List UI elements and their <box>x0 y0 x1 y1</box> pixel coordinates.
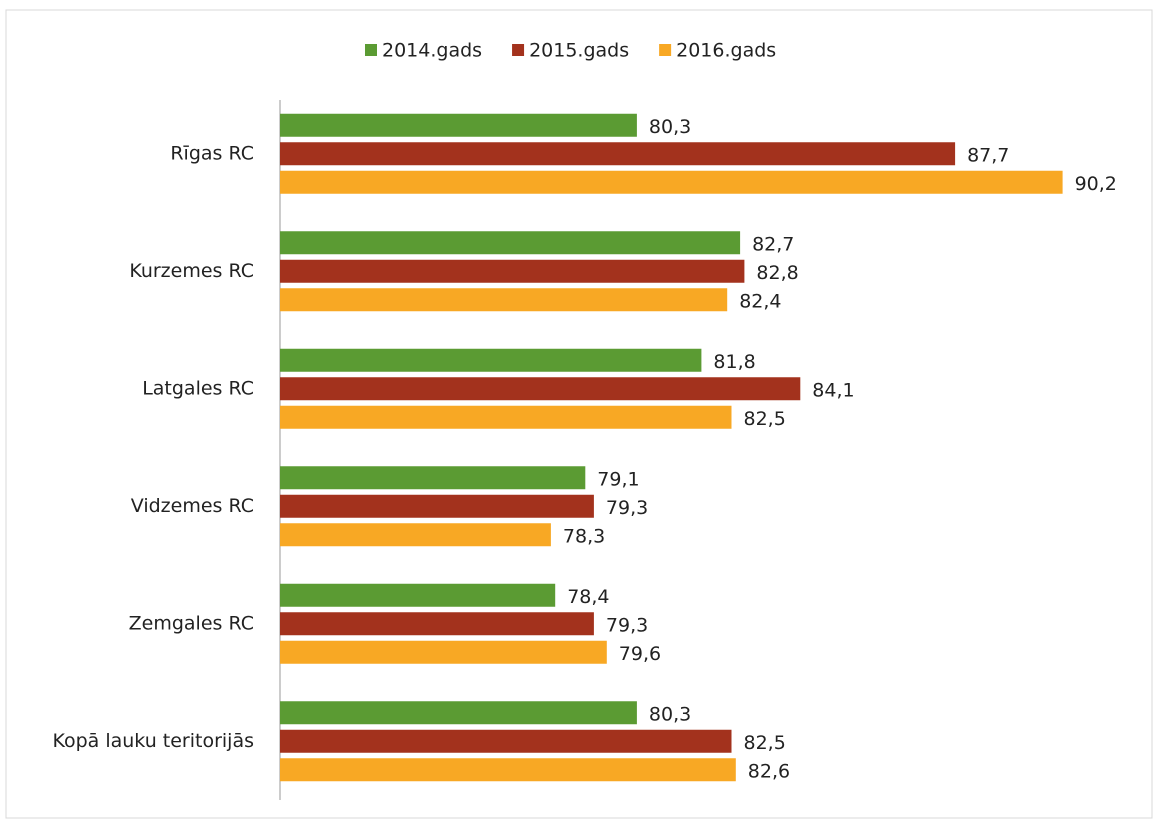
bar <box>280 348 702 372</box>
value-label: 82,5 <box>744 732 786 754</box>
category-label: Zemgales RC <box>129 612 254 634</box>
value-label: 82,8 <box>756 262 798 284</box>
bar <box>280 758 736 782</box>
bar <box>280 288 728 312</box>
value-label: 82,6 <box>748 760 790 782</box>
bar <box>280 405 732 429</box>
legend-swatch <box>365 44 377 56</box>
bar <box>280 113 637 137</box>
value-label: 79,6 <box>619 643 661 665</box>
value-label: 82,7 <box>752 233 794 255</box>
bar <box>280 729 732 753</box>
bar <box>280 494 594 518</box>
bar <box>280 612 594 636</box>
bar <box>280 142 956 166</box>
category-label: Vidzemes RC <box>131 495 254 517</box>
bar <box>280 170 1063 194</box>
value-label: 82,4 <box>739 290 781 312</box>
value-label: 90,2 <box>1075 173 1117 195</box>
value-label: 80,3 <box>649 703 691 725</box>
value-label: 78,4 <box>567 586 609 608</box>
category-label: Kopā lauku teritorijās <box>52 730 254 752</box>
bar <box>280 231 741 255</box>
value-label: 80,3 <box>649 116 691 138</box>
value-label: 81,8 <box>713 351 755 373</box>
category-label: Kurzemes RC <box>129 260 254 282</box>
category-label: Rīgas RC <box>170 142 254 164</box>
legend-label: 2014.gads <box>382 40 482 62</box>
legend-swatch <box>512 44 525 56</box>
value-label: 87,7 <box>967 144 1009 166</box>
bar <box>280 523 551 547</box>
value-label: 78,3 <box>563 525 605 547</box>
value-label: 79,3 <box>606 497 648 519</box>
bar <box>280 259 745 283</box>
bar <box>280 377 801 401</box>
legend-label: 2016.gads <box>676 40 776 62</box>
legend-label: 2015.gads <box>529 40 629 62</box>
bar <box>280 701 637 725</box>
bar <box>280 640 607 664</box>
value-label: 82,5 <box>744 408 786 430</box>
value-label: 84,1 <box>812 379 854 401</box>
bar <box>280 466 586 490</box>
value-label: 79,1 <box>597 468 639 490</box>
bar <box>280 583 556 607</box>
legend-swatch <box>659 44 672 56</box>
category-label: Latgales RC <box>142 377 254 399</box>
value-label: 79,3 <box>606 614 648 636</box>
